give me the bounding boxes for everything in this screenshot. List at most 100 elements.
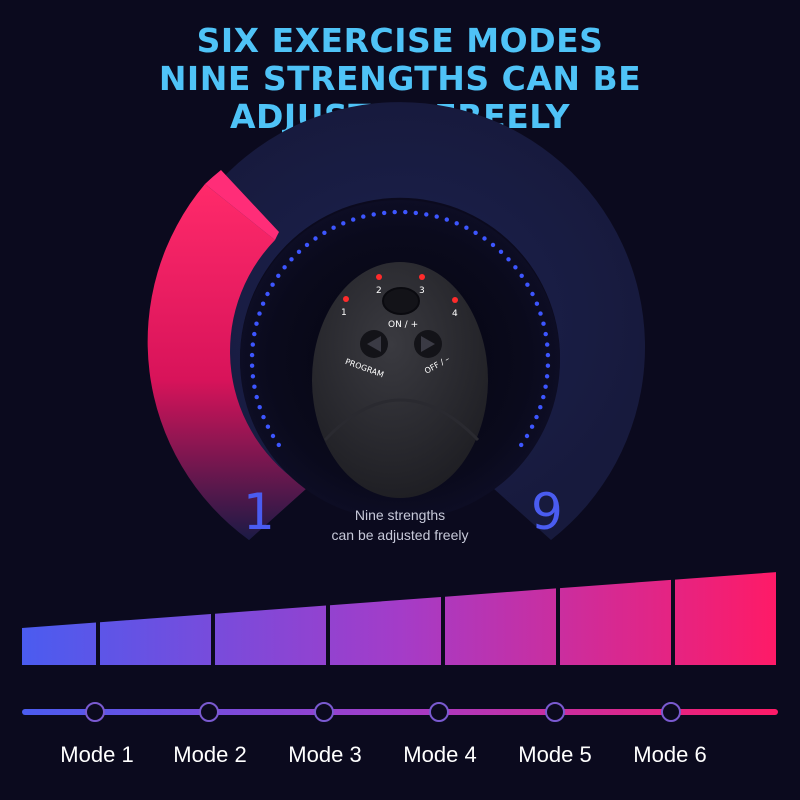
headline-line-1: SIX EXERCISE MODES — [196, 21, 604, 60]
ring-dot — [270, 433, 276, 439]
strength-step-bar — [22, 622, 96, 665]
ring-dot — [524, 433, 530, 439]
ring-dot — [341, 221, 346, 226]
ring-dot — [506, 257, 511, 262]
mode-node-6 — [661, 702, 681, 722]
ring-dot — [249, 352, 255, 358]
ring-dot — [534, 301, 540, 306]
ring-dot — [464, 225, 469, 230]
ring-dot — [254, 321, 259, 326]
ring-dot — [413, 210, 418, 216]
ring-dot — [513, 265, 518, 270]
ring-dot — [270, 282, 275, 287]
ring-dot — [482, 236, 487, 241]
ring-dot — [371, 212, 376, 217]
ring-dot — [265, 424, 271, 429]
ring-dot — [534, 414, 539, 420]
device-indicator-3: 3 — [419, 286, 425, 296]
ring-dot — [434, 214, 439, 219]
ring-dot — [392, 209, 397, 215]
mode-label-6: Mode 6 — [633, 742, 707, 767]
ring-dot — [543, 331, 548, 337]
strength-step-bar — [445, 588, 556, 665]
led-3 — [419, 274, 425, 280]
gauge-ring — [155, 102, 645, 541]
led-2 — [376, 274, 382, 280]
ring-dot — [252, 384, 257, 389]
gauge-min-label: 1 — [243, 483, 275, 541]
dot-ring — [249, 209, 551, 448]
ring-dot — [525, 282, 530, 287]
ems-device — [312, 262, 488, 498]
ring-dot — [250, 374, 256, 379]
headline: SIX EXERCISE MODES NINE STRENGTHS CAN BE… — [0, 22, 800, 136]
ring-dot — [250, 342, 255, 347]
ring-dot — [543, 384, 548, 389]
device-indicator-1: 1 — [341, 308, 347, 318]
device-on-label: ON / + — [388, 320, 419, 330]
gauge-caption-line-1: Nine strengths — [354, 507, 446, 523]
mode-node-4 — [429, 702, 449, 722]
device-indicator-2: 2 — [376, 286, 382, 296]
mode-label-5: Mode 5 — [518, 742, 592, 767]
ring-dot — [529, 424, 535, 429]
mode-node-1 — [85, 702, 105, 722]
ring-dot — [541, 394, 546, 400]
ring-dot — [304, 242, 310, 248]
mode-label-1: Mode 1 — [60, 742, 134, 767]
ring-dot — [276, 442, 281, 448]
ring-dot — [361, 214, 366, 219]
ring-dot — [545, 342, 550, 347]
ring-dot — [544, 374, 550, 379]
ring-dot — [282, 265, 287, 270]
ring-dot — [351, 217, 356, 222]
led-4 — [452, 297, 458, 303]
device-top-button — [382, 287, 420, 315]
mode-node-2 — [199, 702, 219, 722]
gauge-highlight — [205, 170, 279, 240]
ring-dot — [296, 249, 302, 254]
mode-node-5 — [545, 702, 565, 722]
ring-dot — [403, 209, 408, 215]
ring-dot — [276, 273, 281, 278]
mode-labels: Mode 1 Mode 2 Mode 3 Mode 4 Mode 5 Mode … — [0, 742, 800, 772]
ring-dot — [322, 230, 327, 235]
ring-dot — [545, 363, 551, 368]
ring-dot — [538, 311, 543, 316]
ring-dot — [538, 405, 543, 410]
ring-dot — [541, 321, 546, 326]
ring-dot — [257, 311, 262, 316]
ring-dot — [265, 291, 270, 297]
strength-step-bar — [330, 597, 441, 665]
ring-dot — [260, 301, 266, 306]
ring-dot — [490, 242, 496, 248]
strength-step-bar — [100, 614, 211, 665]
ring-dot — [498, 249, 504, 254]
ring-dot — [313, 236, 318, 241]
ring-dot — [252, 331, 257, 337]
headline-line-2: NINE STRENGTHS CAN BE — [158, 59, 642, 98]
ring-dot — [331, 225, 336, 230]
strength-step-bar — [675, 572, 776, 665]
mode-label-2: Mode 2 — [173, 742, 247, 767]
ring-dot — [473, 230, 478, 235]
ring-dot — [382, 210, 387, 216]
device-indicator-4: 4 — [452, 309, 458, 319]
ring-dot — [444, 217, 449, 222]
gauge-max-label: 9 — [531, 483, 563, 541]
mode-label-4: Mode 4 — [403, 742, 477, 767]
ring-dot — [249, 363, 255, 368]
mode-node-3 — [314, 702, 334, 722]
ring-dot — [289, 257, 294, 262]
ring-dot — [424, 212, 429, 217]
ring-dot — [254, 394, 259, 400]
gauge-caption-line-2: can be adjusted freely — [331, 527, 469, 543]
gauge-caption: Nine strengths can be adjusted freely — [300, 505, 500, 545]
ring-dot — [261, 414, 266, 420]
strength-step-bar — [560, 579, 671, 665]
ring-dot — [257, 405, 262, 410]
gauge-pink-sector — [147, 184, 307, 540]
ring-dot — [545, 352, 551, 358]
